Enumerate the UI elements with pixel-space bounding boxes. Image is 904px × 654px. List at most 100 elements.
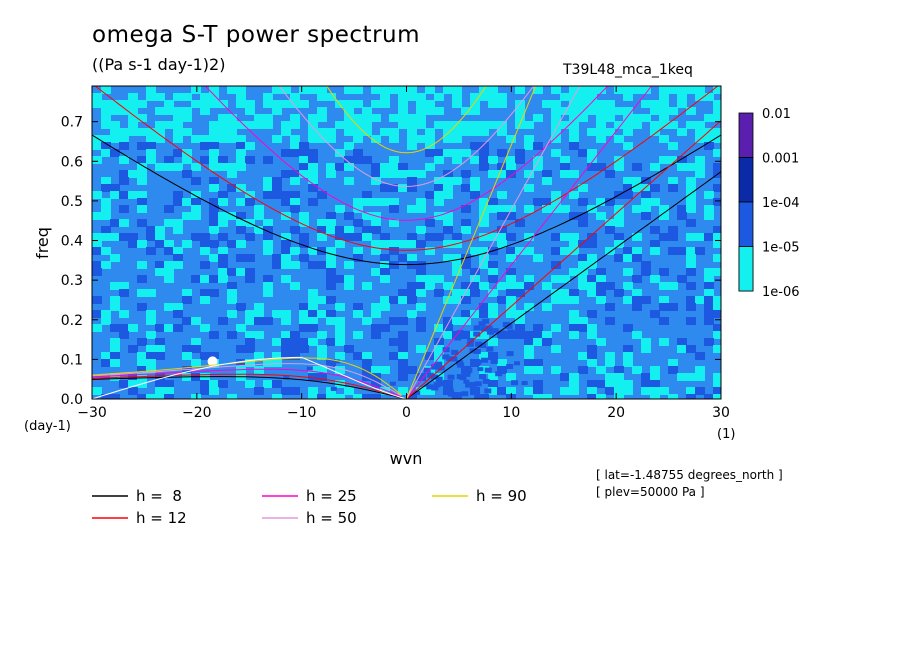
field-cell bbox=[407, 240, 417, 248]
field-cell bbox=[596, 275, 606, 283]
field-cell bbox=[290, 93, 300, 101]
field-cell bbox=[407, 93, 417, 101]
field-cell bbox=[398, 366, 408, 374]
field-cell bbox=[371, 240, 381, 248]
field-cell bbox=[398, 352, 408, 360]
field-cell bbox=[632, 289, 642, 297]
field-cell bbox=[677, 163, 687, 171]
field-cell bbox=[452, 233, 462, 241]
field-cell bbox=[182, 296, 192, 304]
field-cell bbox=[191, 135, 201, 143]
field-cell bbox=[704, 205, 714, 213]
field-cell bbox=[461, 128, 471, 136]
field-cell bbox=[344, 345, 354, 353]
field-cell bbox=[92, 247, 102, 255]
field-cell bbox=[632, 205, 642, 213]
field-cell bbox=[416, 121, 426, 129]
field-cell bbox=[299, 338, 309, 346]
field-cell bbox=[452, 93, 462, 101]
field-cell bbox=[506, 387, 516, 395]
field-cell bbox=[497, 296, 507, 304]
field-cell bbox=[146, 394, 156, 399]
field-cell bbox=[164, 268, 174, 276]
field-cell bbox=[371, 366, 381, 374]
field-cell bbox=[353, 198, 363, 206]
field-cell bbox=[533, 163, 543, 171]
field-cell bbox=[146, 331, 156, 339]
field-cell bbox=[290, 345, 300, 353]
field-cell bbox=[353, 149, 363, 157]
field-cell bbox=[299, 317, 309, 325]
field-cell bbox=[326, 226, 336, 234]
field-cell bbox=[677, 212, 687, 220]
field-cell bbox=[362, 107, 372, 115]
field-cell bbox=[110, 149, 120, 157]
field-cell bbox=[614, 289, 624, 297]
field-cell bbox=[443, 135, 453, 143]
field-cell bbox=[488, 373, 498, 381]
field-cell bbox=[551, 86, 561, 94]
field-cell bbox=[155, 394, 165, 399]
field-cell bbox=[191, 275, 201, 283]
field-cell bbox=[209, 240, 219, 248]
field-cell bbox=[533, 387, 543, 395]
field-cell bbox=[695, 121, 705, 129]
field-cell bbox=[641, 86, 651, 94]
field-cell bbox=[182, 128, 192, 136]
field-cell bbox=[605, 219, 615, 227]
field-cell bbox=[423, 367, 431, 373]
field-cell bbox=[281, 128, 291, 136]
field-cell bbox=[209, 86, 219, 94]
field-cell bbox=[110, 282, 120, 290]
field-cell bbox=[227, 184, 237, 192]
field-cell bbox=[587, 380, 597, 388]
field-cell bbox=[479, 310, 489, 318]
field-cell bbox=[209, 275, 219, 283]
field-cell bbox=[128, 233, 138, 241]
field-cell bbox=[506, 205, 516, 213]
field-cell bbox=[479, 163, 489, 171]
field-cell bbox=[524, 387, 534, 395]
field-cell bbox=[416, 114, 426, 122]
field-cell bbox=[299, 86, 309, 94]
field-cell bbox=[245, 275, 255, 283]
field-cell bbox=[587, 240, 597, 248]
field-cell bbox=[101, 121, 111, 129]
field-cell bbox=[398, 296, 408, 304]
field-cell bbox=[209, 184, 219, 192]
field-cell bbox=[371, 247, 381, 255]
field-cell bbox=[434, 198, 444, 206]
field-cell bbox=[659, 107, 669, 115]
field-cell bbox=[677, 86, 687, 94]
field-cell bbox=[137, 156, 147, 164]
field-cell bbox=[290, 247, 300, 255]
field-cell bbox=[443, 381, 450, 386]
field-cell bbox=[101, 310, 111, 318]
field-cell bbox=[704, 191, 714, 199]
field-cell bbox=[587, 233, 597, 241]
field-cell bbox=[461, 219, 471, 227]
field-cell bbox=[533, 394, 543, 399]
field-cell bbox=[641, 212, 651, 220]
field-cell bbox=[389, 128, 399, 136]
field-cell bbox=[431, 385, 439, 391]
field-cell bbox=[498, 330, 506, 336]
field-cell bbox=[344, 86, 354, 94]
field-cell bbox=[551, 324, 561, 332]
field-cell bbox=[389, 240, 399, 248]
field-cell bbox=[614, 219, 624, 227]
field-cell bbox=[407, 170, 417, 178]
field-cell bbox=[457, 362, 465, 368]
field-cell bbox=[263, 359, 273, 367]
field-cell bbox=[480, 326, 488, 332]
field-cell bbox=[569, 373, 579, 381]
field-cell bbox=[542, 170, 552, 178]
field-cell bbox=[281, 275, 291, 283]
field-cell bbox=[614, 86, 624, 94]
field-cell bbox=[119, 142, 129, 150]
field-cell bbox=[569, 387, 579, 395]
field-cell bbox=[515, 247, 525, 255]
field-cell bbox=[335, 352, 345, 360]
field-cell bbox=[506, 212, 516, 220]
field-cell bbox=[686, 219, 696, 227]
